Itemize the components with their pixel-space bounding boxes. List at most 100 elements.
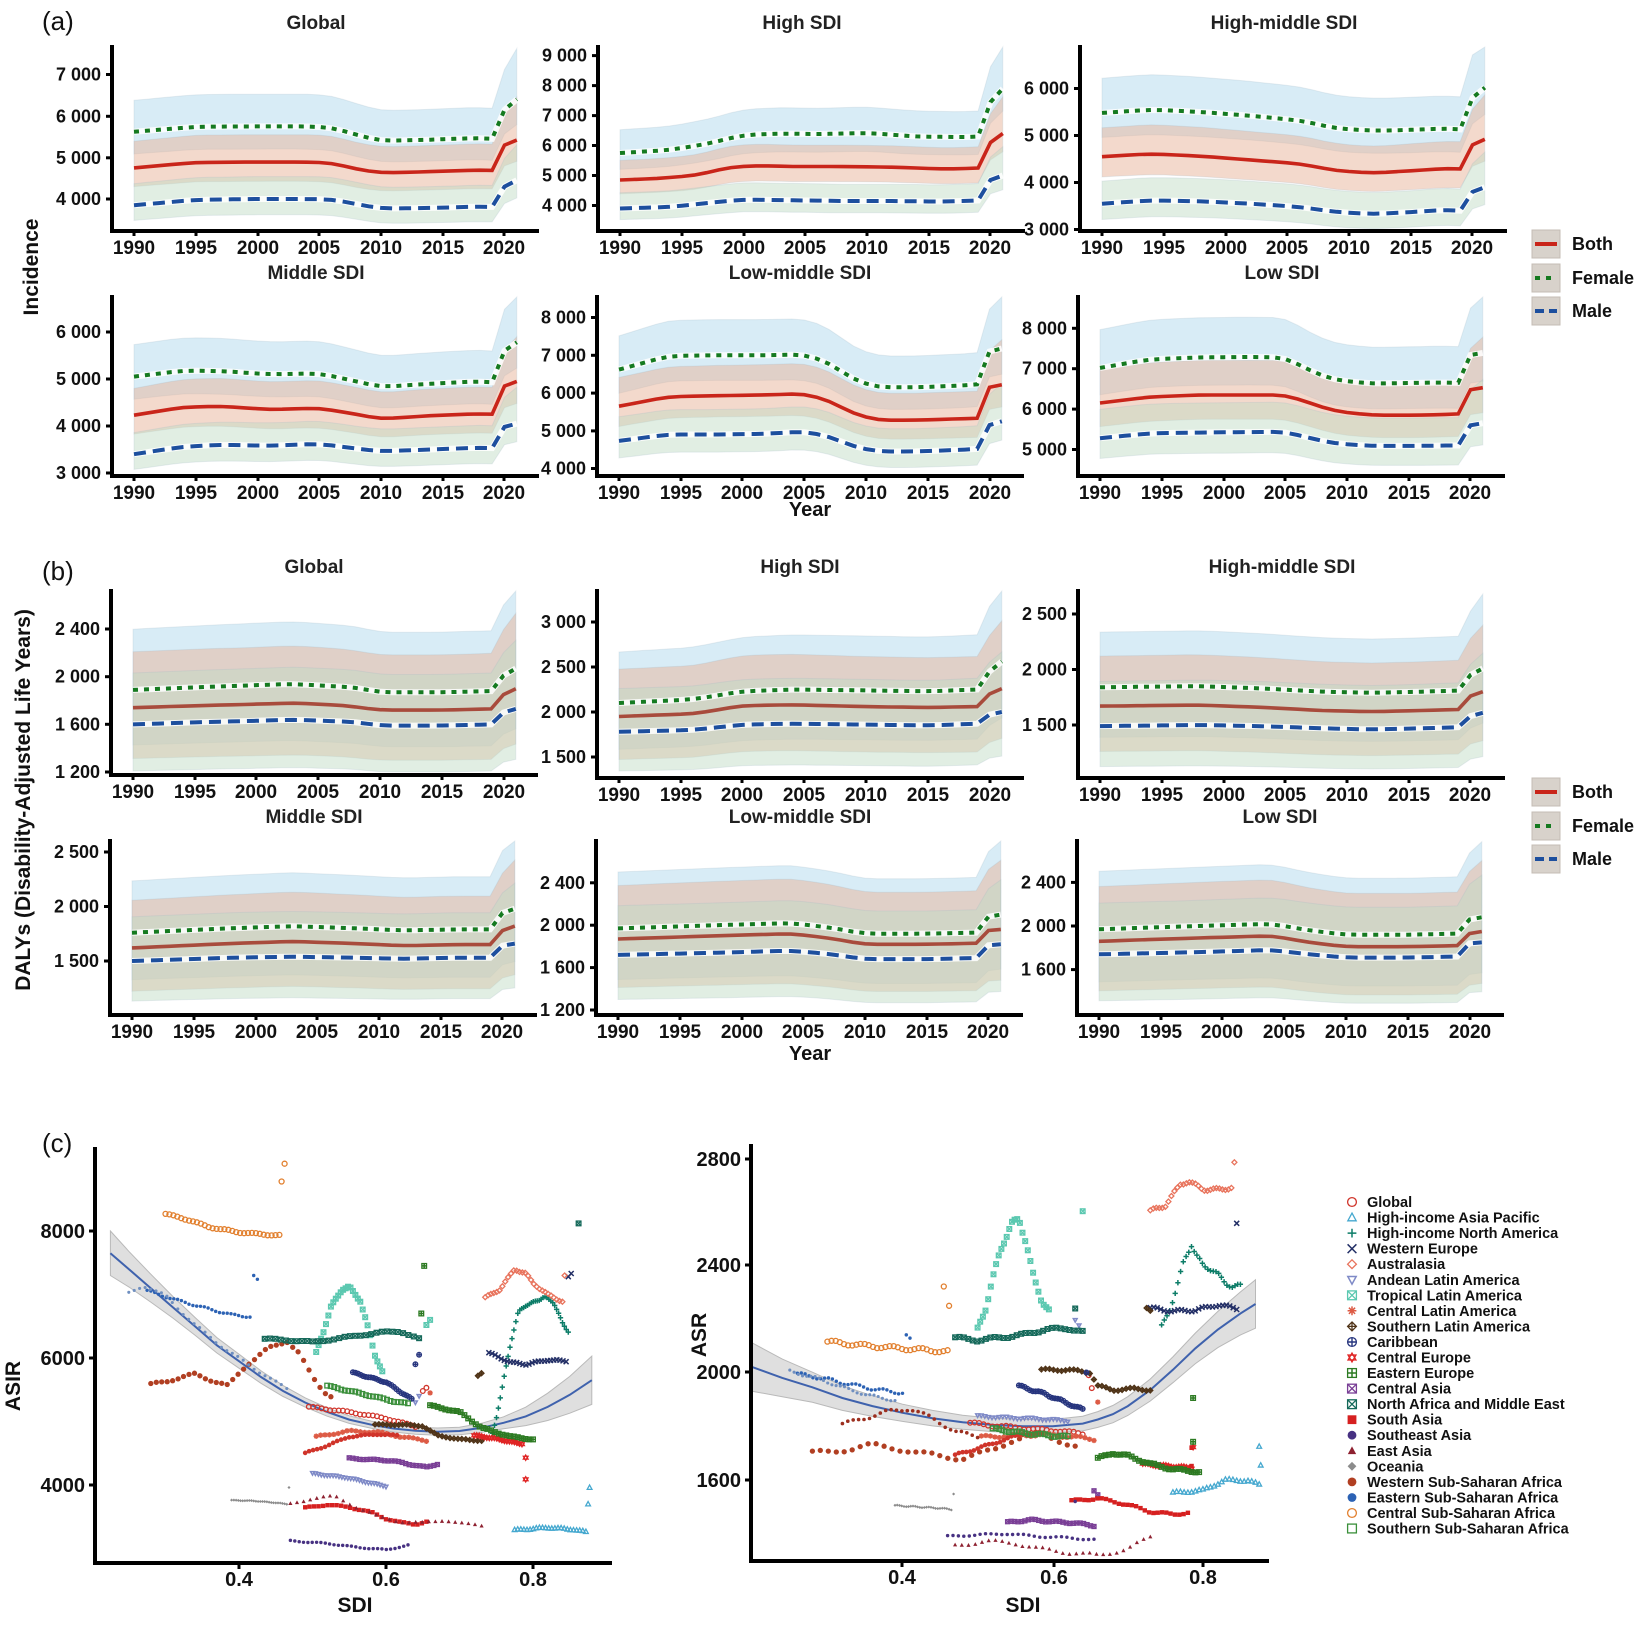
svg-text:8 000: 8 000	[541, 308, 586, 328]
svg-text:2000: 2000	[1201, 1022, 1243, 1043]
svg-text:2015: 2015	[1388, 483, 1431, 504]
svg-text:2400: 2400	[697, 1255, 742, 1277]
svg-text:2015: 2015	[422, 238, 465, 259]
svg-text:2010: 2010	[1326, 483, 1368, 504]
svg-text:Both: Both	[1572, 782, 1613, 802]
svg-text:Global: Global	[286, 13, 345, 34]
svg-text:2005: 2005	[784, 238, 827, 259]
svg-text:2010: 2010	[1326, 785, 1368, 806]
svg-text:1 500: 1 500	[54, 951, 99, 971]
svg-text:6000: 6000	[41, 1348, 86, 1370]
svg-text:DALYs (Disability-Adjusted Lif: DALYs (Disability-Adjusted Life Years)	[12, 609, 35, 991]
svg-text:Central Sub-Saharan Africa: Central Sub-Saharan Africa	[1367, 1506, 1556, 1522]
svg-text:1 600: 1 600	[55, 714, 100, 734]
svg-text:1990: 1990	[599, 238, 641, 259]
svg-text:2005: 2005	[296, 1022, 339, 1043]
svg-text:8 000: 8 000	[1022, 318, 1067, 338]
svg-text:2020: 2020	[1449, 483, 1491, 504]
svg-text:5 000: 5 000	[56, 369, 101, 389]
svg-text:2 000: 2 000	[540, 915, 585, 935]
svg-text:1990: 1990	[113, 483, 155, 504]
svg-text:2000: 2000	[237, 483, 279, 504]
svg-text:2 400: 2 400	[540, 873, 585, 893]
svg-text:(a): (a)	[42, 6, 74, 36]
svg-text:1995: 1995	[173, 1022, 216, 1043]
svg-text:1 500: 1 500	[1022, 715, 1067, 735]
svg-text:2020: 2020	[1449, 1022, 1491, 1043]
svg-text:9 000: 9 000	[542, 46, 587, 66]
svg-text:Western Europe: Western Europe	[1367, 1242, 1478, 1258]
svg-text:2010: 2010	[845, 785, 887, 806]
svg-text:0.4: 0.4	[225, 1569, 254, 1591]
svg-text:High-income North America: High-income North America	[1367, 1226, 1559, 1242]
svg-text:1990: 1990	[598, 483, 640, 504]
svg-text:1 500: 1 500	[541, 747, 586, 767]
svg-text:Low SDI: Low SDI	[1245, 263, 1320, 284]
svg-text:2005: 2005	[1264, 483, 1307, 504]
svg-text:2020: 2020	[1449, 785, 1491, 806]
svg-text:Western Sub-Saharan Africa: Western Sub-Saharan Africa	[1367, 1475, 1563, 1491]
svg-text:2000: 2000	[237, 238, 279, 259]
svg-text:2020: 2020	[969, 483, 1011, 504]
svg-text:Female: Female	[1572, 268, 1634, 288]
svg-text:2010: 2010	[845, 483, 887, 504]
svg-text:2015: 2015	[1387, 1022, 1430, 1043]
svg-text:1995: 1995	[1140, 1022, 1183, 1043]
svg-text:2010: 2010	[1328, 238, 1370, 259]
svg-text:SDI: SDI	[1005, 1594, 1040, 1617]
svg-text:2005: 2005	[1266, 238, 1309, 259]
svg-text:8 000: 8 000	[542, 76, 587, 96]
svg-text:2020: 2020	[483, 238, 525, 259]
svg-text:2020: 2020	[967, 1022, 1009, 1043]
svg-text:1990: 1990	[597, 1022, 639, 1043]
svg-text:1995: 1995	[660, 785, 703, 806]
svg-text:2020: 2020	[483, 782, 525, 803]
svg-text:Male: Male	[1572, 301, 1612, 321]
svg-text:7 000: 7 000	[56, 65, 101, 85]
svg-text:2015: 2015	[907, 785, 950, 806]
svg-text:2005: 2005	[783, 483, 826, 504]
svg-text:1600: 1600	[697, 1470, 742, 1492]
svg-text:1995: 1995	[175, 483, 218, 504]
svg-text:1995: 1995	[1141, 785, 1184, 806]
svg-text:1990: 1990	[1081, 238, 1123, 259]
svg-text:2000: 2000	[721, 1022, 763, 1043]
svg-text:2010: 2010	[846, 238, 888, 259]
svg-text:6 000: 6 000	[56, 322, 101, 342]
svg-text:2020: 2020	[481, 1022, 523, 1043]
svg-text:2010: 2010	[360, 483, 402, 504]
svg-text:Year: Year	[789, 1043, 831, 1065]
svg-text:2000: 2000	[1205, 238, 1247, 259]
svg-text:6 000: 6 000	[1022, 399, 1067, 419]
svg-text:2005: 2005	[298, 238, 341, 259]
svg-text:Southern Sub-Saharan Africa: Southern Sub-Saharan Africa	[1367, 1522, 1570, 1538]
svg-text:2 000: 2 000	[1021, 916, 1066, 936]
svg-text:1995: 1995	[661, 238, 704, 259]
svg-text:1 600: 1 600	[540, 958, 585, 978]
svg-text:7 000: 7 000	[541, 345, 586, 365]
svg-text:4000: 4000	[41, 1475, 86, 1497]
svg-text:2 400: 2 400	[55, 619, 100, 639]
svg-text:2 400: 2 400	[1021, 872, 1066, 892]
svg-text:6 000: 6 000	[1024, 79, 1069, 99]
svg-text:1990: 1990	[1079, 483, 1121, 504]
svg-text:1995: 1995	[175, 238, 218, 259]
svg-text:SDI: SDI	[337, 1594, 372, 1617]
svg-text:High-income Asia Pacific: High-income Asia Pacific	[1367, 1211, 1540, 1227]
svg-text:Middle SDI: Middle SDI	[267, 263, 364, 284]
svg-text:1990: 1990	[112, 782, 154, 803]
svg-text:Southern Latin America: Southern Latin America	[1367, 1319, 1531, 1335]
svg-text:Tropical Latin America: Tropical Latin America	[1367, 1288, 1523, 1304]
svg-text:2000: 2000	[1203, 483, 1245, 504]
svg-text:1 600: 1 600	[1021, 960, 1066, 980]
svg-text:Year: Year	[789, 499, 831, 521]
svg-text:5 000: 5 000	[542, 166, 587, 186]
svg-text:2020: 2020	[483, 483, 525, 504]
svg-text:6 000: 6 000	[542, 136, 587, 156]
svg-text:High-middle SDI: High-middle SDI	[1211, 13, 1358, 34]
svg-text:5 000: 5 000	[1024, 126, 1069, 146]
svg-text:High SDI: High SDI	[762, 13, 841, 34]
svg-text:Oceania: Oceania	[1367, 1459, 1424, 1475]
svg-text:2020: 2020	[969, 785, 1011, 806]
svg-text:1995: 1995	[660, 483, 703, 504]
